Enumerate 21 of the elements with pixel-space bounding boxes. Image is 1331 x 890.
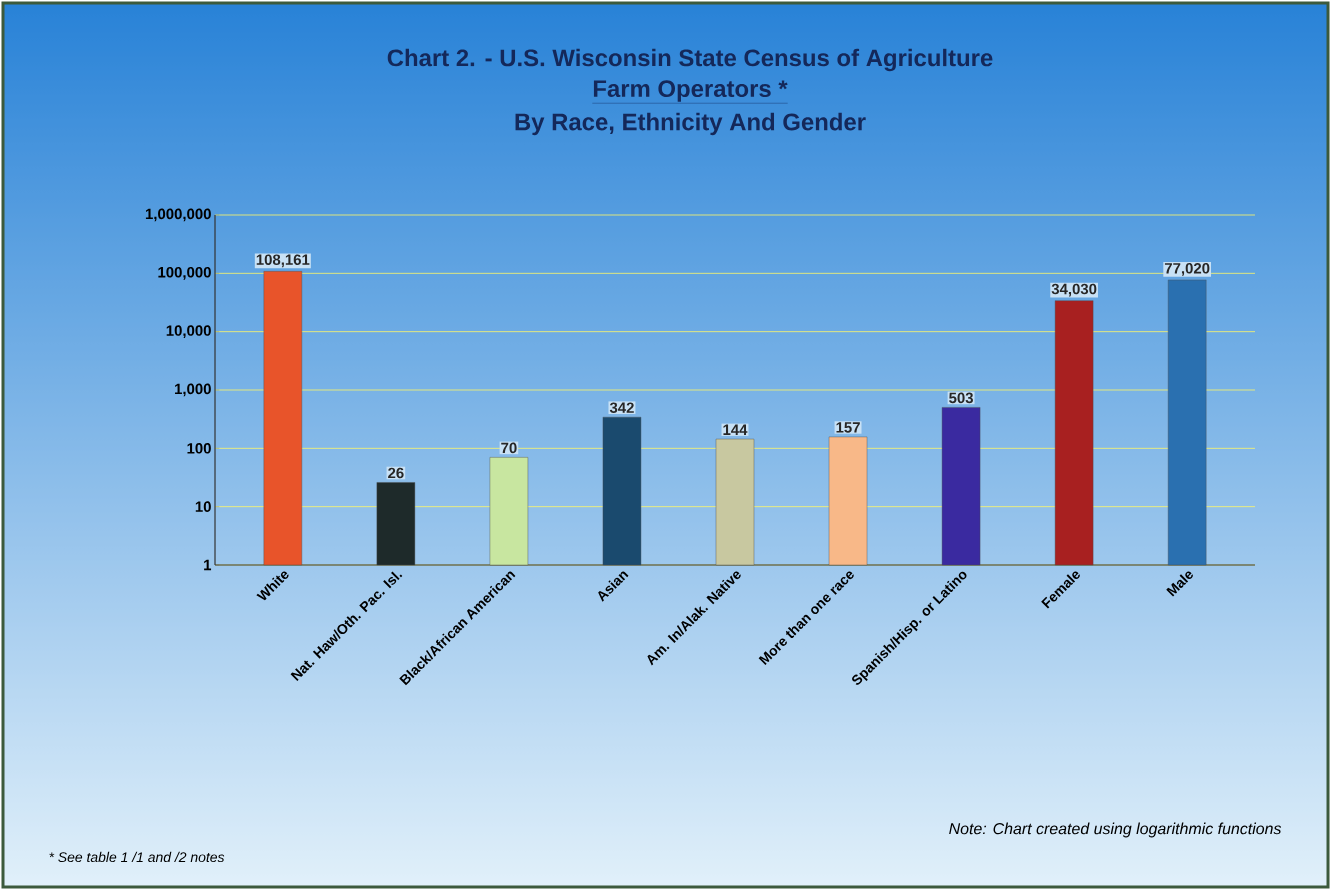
data-label: 108,161	[256, 254, 310, 268]
y-tick-label: 1	[204, 559, 212, 571]
data-label: 157	[836, 422, 860, 433]
data-label: 26	[388, 467, 404, 479]
data-label: 70	[501, 442, 517, 454]
y-tick-label: 10,000	[166, 325, 211, 339]
data-label: 77,020	[1164, 263, 1210, 276]
y-tick-label: 10	[195, 501, 211, 512]
data-label: 342	[609, 402, 634, 413]
chart-subtitle: Farm Operators *	[593, 80, 788, 102]
data-label: 144	[723, 424, 748, 435]
y-tick-label: 1,000,000	[145, 208, 211, 222]
data-label: 34,030	[1051, 283, 1097, 297]
y-tick-label: 100	[187, 443, 211, 454]
text: * See table 1 /1 and /2 notes	[49, 851, 225, 863]
y-tick-label: 1,000	[175, 383, 211, 397]
chart-title: Chart 2. - U.S. Wisconsin State Census of Agriculture	[387, 48, 993, 72]
y-tick-label: 100,000	[158, 266, 211, 280]
text: By Race, Ethnicity And Gender	[515, 112, 866, 136]
data-label: 503	[949, 392, 973, 404]
text: Note: Chart created using logarithmic functions	[949, 822, 1282, 838]
